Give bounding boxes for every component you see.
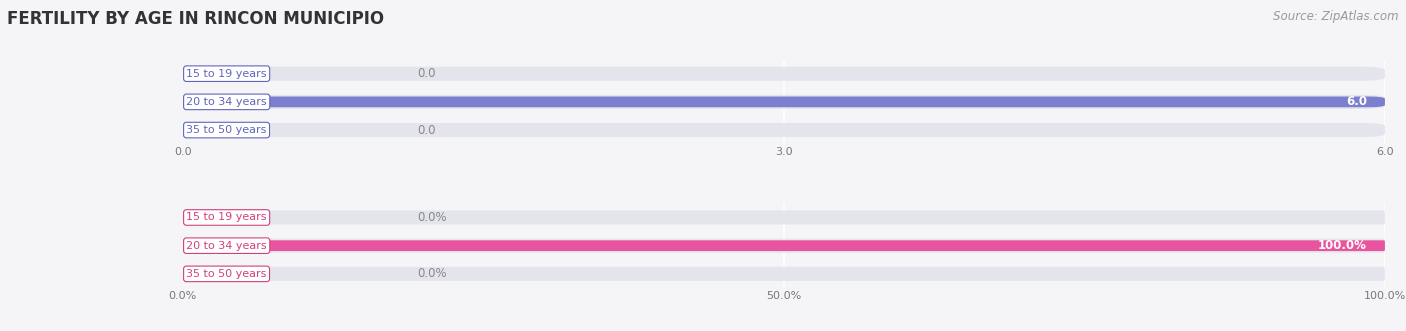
Text: 35 to 50 years: 35 to 50 years (187, 269, 267, 279)
Text: 0.0%: 0.0% (418, 211, 447, 224)
FancyBboxPatch shape (183, 267, 1385, 281)
Text: 35 to 50 years: 35 to 50 years (187, 125, 267, 135)
Text: Source: ZipAtlas.com: Source: ZipAtlas.com (1274, 10, 1399, 23)
Text: 100.0%: 100.0% (1317, 239, 1367, 252)
FancyBboxPatch shape (183, 239, 1385, 253)
Text: 15 to 19 years: 15 to 19 years (187, 69, 267, 79)
FancyBboxPatch shape (183, 123, 1385, 137)
FancyBboxPatch shape (183, 95, 1385, 109)
Text: 0.0: 0.0 (418, 123, 436, 137)
Text: 0.0: 0.0 (418, 67, 436, 80)
Text: 0.0%: 0.0% (418, 267, 447, 280)
FancyBboxPatch shape (183, 97, 1385, 107)
Text: 20 to 34 years: 20 to 34 years (187, 241, 267, 251)
Text: 20 to 34 years: 20 to 34 years (187, 97, 267, 107)
FancyBboxPatch shape (183, 67, 1385, 81)
Text: 15 to 19 years: 15 to 19 years (187, 213, 267, 222)
FancyBboxPatch shape (183, 211, 1385, 224)
FancyBboxPatch shape (183, 240, 1385, 251)
Text: FERTILITY BY AGE IN RINCON MUNICIPIO: FERTILITY BY AGE IN RINCON MUNICIPIO (7, 10, 384, 28)
Text: 6.0: 6.0 (1346, 95, 1367, 108)
